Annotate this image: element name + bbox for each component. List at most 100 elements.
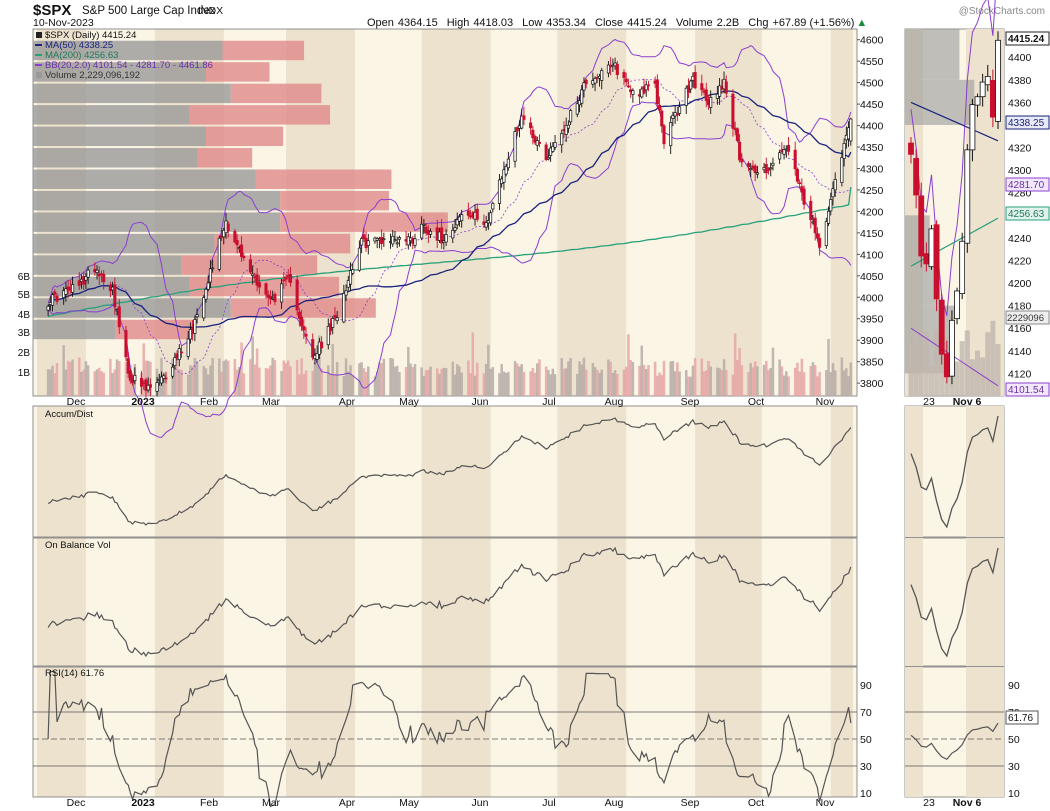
accum-dist-line	[47, 417, 852, 526]
candle-body	[179, 351, 184, 354]
inset-y-tick-label: 4140	[1008, 346, 1032, 358]
inset-volume-bar	[934, 330, 940, 396]
volume-bar	[767, 369, 770, 396]
candle-body	[506, 158, 510, 169]
inset-volume-bar	[928, 365, 934, 396]
inset-candle-body	[979, 81, 986, 98]
volume-bar	[702, 371, 706, 396]
volume-bar	[762, 364, 766, 396]
candle-body	[208, 268, 212, 283]
volume-bar	[731, 374, 735, 396]
volume-bar	[611, 372, 615, 396]
volume-bar	[560, 358, 563, 396]
inset-band	[905, 667, 923, 797]
y-tick-label: 4000	[860, 292, 884, 304]
volume-bar	[280, 371, 283, 396]
candle-body	[53, 291, 57, 295]
candle-body	[738, 141, 742, 161]
volume-bar	[736, 359, 739, 396]
volume-tick-label: 3B	[18, 328, 31, 339]
inset-bb-upper	[910, 0, 996, 316]
month-band	[830, 406, 853, 537]
volume-bar	[220, 371, 223, 396]
vbp-down	[230, 83, 322, 104]
volume-bar	[93, 371, 97, 396]
candle-body	[186, 338, 190, 357]
inset-candle-body	[959, 240, 966, 294]
volume-bar	[295, 359, 299, 396]
volume-tick-label: 1B	[18, 368, 31, 379]
candle-body	[55, 295, 59, 302]
volume-bar	[331, 343, 334, 396]
inset-y-tick-label: 4220	[1008, 255, 1032, 267]
volume-bar	[709, 366, 712, 396]
candle-body	[551, 145, 555, 152]
volume-bar	[358, 363, 361, 396]
candle-body	[753, 165, 757, 173]
candle-body	[248, 259, 252, 273]
candle-body	[311, 339, 315, 358]
volume-bar	[564, 368, 568, 396]
x-tick-label-bottom: Jul	[542, 797, 555, 809]
candle-body	[520, 115, 524, 129]
x-tick-label: Jul	[542, 396, 555, 408]
candle-body	[660, 110, 664, 127]
volume-bar	[131, 375, 134, 396]
panel-border	[32, 405, 858, 538]
candle-body	[282, 279, 286, 282]
volume-bar	[413, 363, 417, 396]
inset-volume-bar	[964, 330, 970, 396]
volume-bar	[189, 365, 192, 396]
candle-body	[731, 93, 735, 129]
volume-bar	[753, 361, 757, 396]
volume-bar	[538, 359, 541, 396]
volume-bar	[335, 362, 339, 396]
high-label: High	[447, 17, 470, 29]
bb-lower-line	[47, 101, 852, 438]
volume-bar	[473, 375, 477, 396]
y-tick-label: 3850	[860, 357, 884, 369]
inset-rsi-tick-label: 50	[1008, 734, 1020, 746]
volume-bar	[373, 376, 377, 396]
volume-bar	[211, 357, 214, 396]
volume-bar	[553, 374, 557, 396]
volume-bar	[671, 360, 675, 396]
candle-body	[155, 382, 159, 392]
volume-tick-label: 5B	[18, 290, 31, 301]
low-value: 4353.34	[546, 17, 586, 29]
vbp-down	[230, 298, 376, 318]
inset-candle-body	[928, 228, 935, 268]
volume-bar	[793, 367, 797, 396]
volume-bar	[420, 367, 423, 396]
volume-bar	[46, 369, 50, 396]
rsi-tick-label: 10	[860, 788, 872, 800]
candle-body	[344, 290, 348, 296]
candle-body	[537, 141, 542, 144]
inset-band	[966, 406, 1004, 537]
vbp-up	[33, 62, 207, 82]
candle-body	[453, 227, 457, 231]
candle-body	[333, 315, 337, 318]
volume-bar	[62, 345, 65, 396]
volume-bar	[178, 369, 181, 396]
volume-bar	[380, 363, 383, 396]
inset-candle-body	[908, 142, 914, 155]
inset-x-tick-label-bottom: Nov 6	[953, 797, 982, 809]
volume-bar	[407, 346, 410, 396]
volume-bar	[84, 361, 88, 396]
vbp-down	[189, 276, 340, 297]
candle-body	[131, 379, 135, 384]
volume-bar	[378, 362, 381, 396]
volume-bar	[302, 374, 306, 396]
inset-candle-body	[923, 253, 930, 265]
candle-body	[84, 276, 88, 281]
vbp-down	[280, 212, 448, 232]
volume-bar	[580, 364, 583, 396]
volume-bar	[609, 361, 612, 396]
x-tick-label: Aug	[605, 396, 624, 408]
y-tick-label: 3900	[860, 335, 884, 347]
volume-bar	[596, 369, 599, 396]
volume-bar	[482, 373, 486, 396]
volume-bar	[673, 371, 677, 396]
volume-bar	[264, 368, 268, 396]
